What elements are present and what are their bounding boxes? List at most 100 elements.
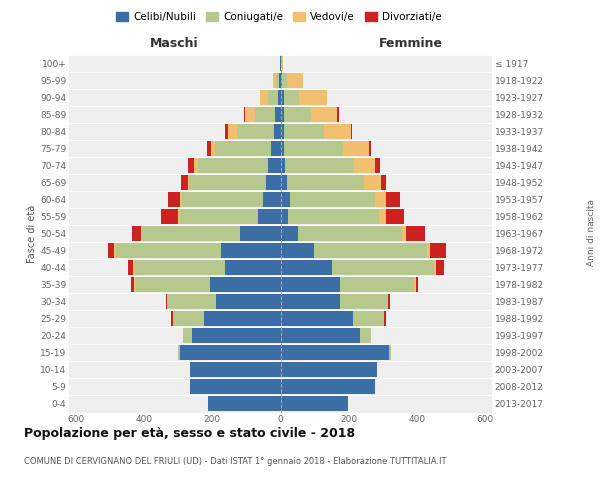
Bar: [359, 328, 371, 344]
Bar: [284, 90, 299, 105]
Bar: [384, 312, 386, 326]
Bar: [221, 244, 281, 258]
Bar: [281, 328, 359, 344]
Bar: [244, 107, 245, 122]
Bar: [386, 209, 404, 224]
Bar: [197, 158, 268, 173]
Bar: [381, 175, 386, 190]
Bar: [263, 192, 281, 207]
Text: Femmine: Femmine: [379, 37, 443, 50]
Bar: [340, 294, 388, 310]
Bar: [351, 124, 352, 139]
Bar: [255, 107, 275, 122]
Bar: [284, 158, 353, 173]
Bar: [281, 380, 376, 394]
Bar: [133, 260, 135, 276]
Bar: [180, 346, 281, 360]
Legend: Celibi/Nubili, Coniugati/e, Vedovi/e, Divorziati/e: Celibi/Nubili, Coniugati/e, Vedovi/e, Di…: [112, 8, 446, 26]
Bar: [180, 209, 259, 224]
Bar: [207, 141, 211, 156]
Bar: [245, 107, 255, 122]
Bar: [281, 312, 353, 326]
Bar: [194, 158, 197, 173]
Bar: [386, 192, 400, 207]
Bar: [379, 209, 386, 224]
Bar: [190, 362, 281, 378]
Y-axis label: Fasce di età: Fasce di età: [27, 204, 37, 263]
Bar: [276, 73, 279, 88]
Bar: [281, 244, 314, 258]
Bar: [281, 107, 284, 122]
Bar: [416, 278, 418, 292]
Bar: [266, 175, 281, 190]
Bar: [288, 209, 379, 224]
Bar: [166, 294, 167, 310]
Bar: [134, 278, 136, 292]
Bar: [271, 141, 281, 156]
Bar: [116, 244, 221, 258]
Bar: [427, 244, 430, 258]
Bar: [188, 175, 190, 190]
Bar: [190, 175, 266, 190]
Bar: [389, 346, 391, 360]
Bar: [299, 90, 326, 105]
Bar: [281, 346, 389, 360]
Bar: [182, 192, 263, 207]
Bar: [279, 73, 281, 88]
Bar: [281, 294, 340, 310]
Bar: [178, 209, 180, 224]
Bar: [268, 90, 278, 105]
Text: Maschi: Maschi: [149, 37, 199, 50]
Bar: [281, 209, 288, 224]
Bar: [275, 107, 281, 122]
Bar: [208, 396, 281, 411]
Bar: [337, 107, 339, 122]
Bar: [132, 226, 140, 241]
Bar: [332, 260, 434, 276]
Text: Popolazione per età, sesso e stato civile - 2018: Popolazione per età, sesso e stato civil…: [24, 428, 355, 440]
Bar: [430, 244, 446, 258]
Bar: [190, 380, 281, 394]
Bar: [229, 124, 237, 139]
Bar: [259, 209, 281, 224]
Bar: [161, 209, 178, 224]
Bar: [237, 124, 274, 139]
Bar: [281, 175, 287, 190]
Bar: [181, 175, 188, 190]
Bar: [260, 90, 268, 105]
Bar: [167, 294, 215, 310]
Bar: [173, 312, 204, 326]
Bar: [239, 226, 281, 241]
Bar: [142, 226, 239, 241]
Bar: [281, 260, 332, 276]
Bar: [406, 226, 425, 241]
Bar: [281, 73, 282, 88]
Bar: [136, 278, 209, 292]
Bar: [281, 362, 377, 378]
Bar: [281, 158, 284, 173]
Bar: [128, 260, 133, 276]
Bar: [131, 278, 134, 292]
Bar: [284, 141, 343, 156]
Bar: [281, 226, 298, 241]
Bar: [434, 260, 436, 276]
Bar: [282, 73, 287, 88]
Bar: [284, 107, 311, 122]
Bar: [215, 294, 281, 310]
Bar: [114, 244, 116, 258]
Bar: [211, 141, 215, 156]
Bar: [287, 175, 364, 190]
Bar: [183, 328, 193, 344]
Bar: [281, 56, 283, 71]
Bar: [311, 107, 337, 122]
Bar: [274, 124, 281, 139]
Bar: [290, 192, 374, 207]
Bar: [324, 124, 351, 139]
Text: COMUNE DI CERVIGNANO DEL FRIULI (UD) - Dati ISTAT 1° gennaio 2018 - Elaborazione: COMUNE DI CERVIGNANO DEL FRIULI (UD) - D…: [24, 458, 446, 466]
Bar: [140, 226, 142, 241]
Bar: [225, 124, 229, 139]
Bar: [278, 90, 281, 105]
Bar: [168, 192, 180, 207]
Bar: [281, 278, 340, 292]
Bar: [298, 226, 401, 241]
